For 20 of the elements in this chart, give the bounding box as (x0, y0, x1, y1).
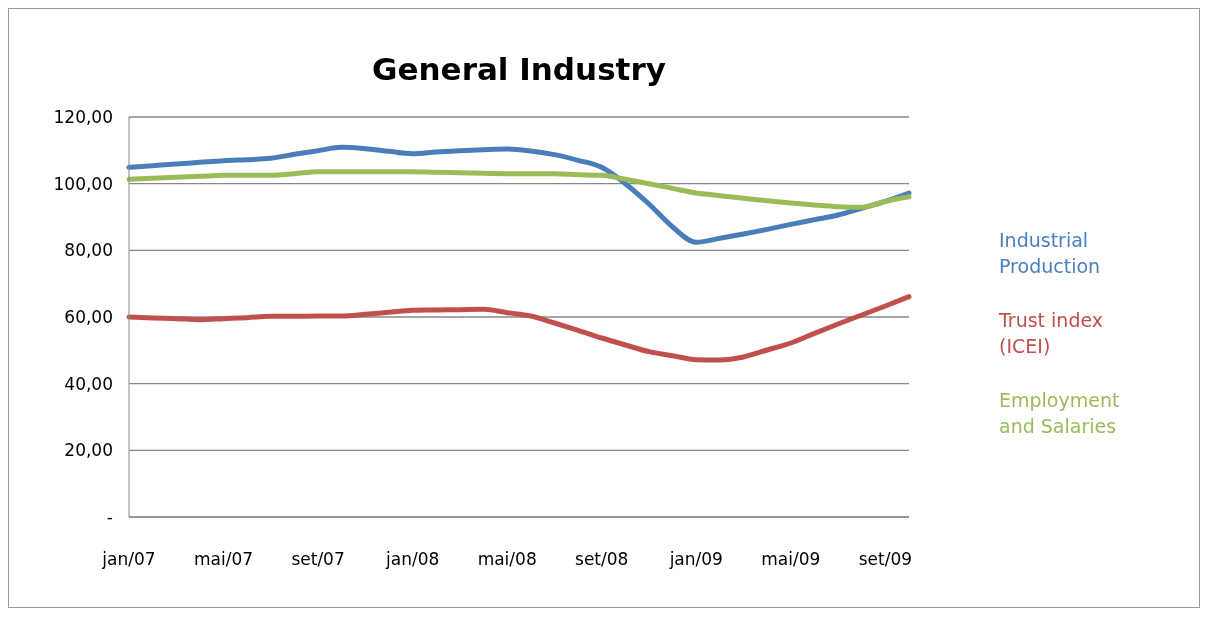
x-tick-label: set/07 (291, 549, 345, 570)
x-tick-label: mai/09 (761, 549, 821, 570)
y-tick-label: 60,00 (64, 307, 113, 328)
y-tick-label: - (106, 507, 113, 528)
y-tick-label: 80,00 (64, 240, 113, 261)
x-tick-label: jan/08 (385, 549, 440, 570)
x-tick-label: jan/07 (101, 549, 156, 570)
x-tick-label: set/09 (858, 549, 913, 570)
y-tick-label: 120,00 (53, 107, 113, 128)
text: Trust index (ICEI) (999, 308, 1105, 359)
y-tick-label: 100,00 (53, 173, 113, 194)
y-tick-label: 20,00 (64, 440, 113, 461)
x-tick-label: set/08 (575, 549, 629, 570)
x-tick-label: mai/08 (477, 549, 537, 570)
chart-title: General Industry (371, 50, 667, 87)
text: Employment and Salaries (999, 388, 1121, 439)
text: Industrial Production (999, 228, 1102, 279)
x-tick-label: mai/07 (194, 549, 254, 570)
y-tick-label: 40,00 (64, 373, 113, 394)
x-tick-label: jan/09 (668, 549, 723, 570)
